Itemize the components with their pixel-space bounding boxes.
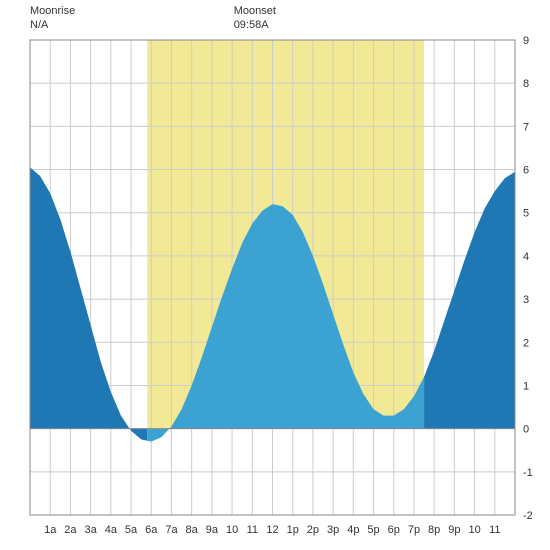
header-moonset-value: 09:58A	[234, 19, 270, 31]
x-axis-label: 11	[247, 524, 258, 536]
y-axis-label: 3	[523, 294, 529, 306]
y-axis-label: 4	[523, 251, 529, 263]
x-axis-label: 1a	[44, 524, 57, 536]
x-axis-label: 5p	[367, 524, 379, 536]
y-axis-label: 5	[523, 208, 529, 220]
x-axis-label: 3a	[85, 524, 98, 536]
y-axis-label: 6	[523, 165, 529, 177]
x-axis-label: 8a	[186, 524, 199, 536]
y-axis-label: 0	[523, 424, 529, 436]
x-axis-label: 2a	[64, 524, 77, 536]
x-axis-label: 5a	[125, 524, 138, 536]
y-axis-label: -2	[523, 510, 533, 522]
x-axis-label: 9a	[206, 524, 219, 536]
x-axis-label: 6p	[388, 524, 400, 536]
header-moonrise-value: N/A	[30, 19, 49, 31]
header-moonrise-title: Moonrise	[30, 5, 75, 17]
x-axis-label: 1p	[287, 524, 299, 536]
y-axis-label: 9	[523, 35, 529, 47]
x-axis-label: 4a	[105, 524, 118, 536]
x-axis-label: 4p	[347, 524, 359, 536]
x-axis-label: 10	[468, 524, 480, 536]
tide-chart: -2-101234567891a2a3a4a5a6a7a8a9a1011121p…	[0, 0, 550, 550]
y-axis-label: 2	[523, 337, 529, 349]
x-axis-label: 3p	[327, 524, 339, 536]
x-axis-label: 10	[226, 524, 238, 536]
x-axis-label: 9p	[448, 524, 460, 536]
x-axis-label: 12	[266, 524, 278, 536]
x-axis-label: 11	[489, 524, 500, 536]
x-axis-label: 8p	[428, 524, 440, 536]
y-axis-label: 1	[523, 380, 529, 392]
y-axis-label: -1	[523, 467, 533, 479]
x-axis-label: 6a	[145, 524, 158, 536]
y-axis-label: 8	[523, 78, 529, 90]
x-axis-label: 7p	[408, 524, 420, 536]
x-axis-label: 2p	[307, 524, 319, 536]
header-moonset-title: Moonset	[234, 5, 276, 17]
y-axis-label: 7	[523, 121, 529, 133]
x-axis-label: 7a	[165, 524, 178, 536]
